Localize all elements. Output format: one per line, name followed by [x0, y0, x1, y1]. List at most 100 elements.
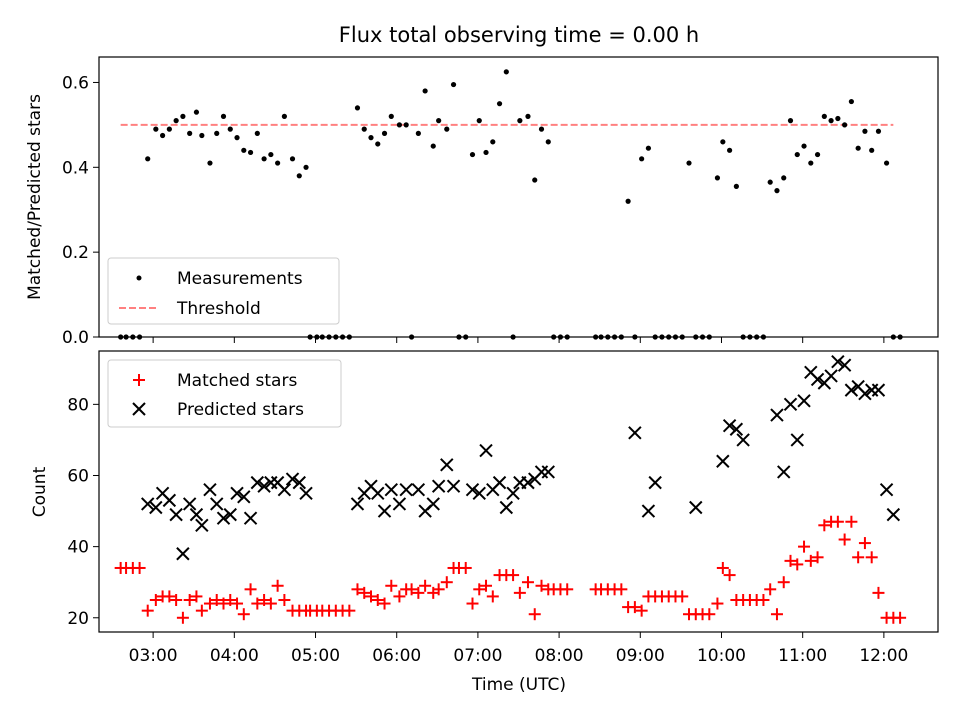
predicted-stars-point [169, 507, 183, 522]
bottom-y-tick-label: 40 [67, 538, 89, 558]
matched-stars-point [865, 551, 878, 564]
predicted-stars-point [384, 483, 399, 497]
predicted-stars-point [729, 422, 744, 436]
top-y-tick-label: 0.4 [62, 158, 89, 178]
matched-stars-point [351, 583, 364, 596]
matched-stars-point [251, 597, 264, 610]
predicted-stars-point [230, 486, 244, 500]
legend-measurements-marker [136, 275, 142, 281]
matched-stars-point [358, 586, 371, 599]
measurement-point [545, 139, 551, 145]
measurement-point [220, 113, 227, 119]
matched-stars-point [480, 579, 493, 592]
predicted-stars-point [777, 465, 791, 479]
x-tick-label: 11:00 [778, 646, 827, 666]
predicted-stars-point [299, 486, 313, 500]
matched-stars-point [224, 593, 237, 606]
predicted-stars-point [824, 369, 838, 383]
bottom-y-tick-label: 20 [67, 609, 89, 629]
measurement-point [814, 151, 821, 158]
predicted-stars-point [411, 483, 426, 497]
matched-stars-point [210, 593, 223, 606]
matched-stars-point [486, 590, 499, 603]
legend-threshold-label: Threshold [176, 299, 261, 319]
measurement-point [173, 118, 179, 124]
measurement-point [835, 115, 841, 122]
predicted-stars-point [399, 483, 413, 497]
measurement-point [821, 113, 827, 119]
measurement-point [180, 113, 186, 119]
matched-stars-point [190, 590, 203, 603]
measurement-point [199, 132, 205, 139]
measurement-point [207, 160, 213, 166]
matched-stars-point [378, 597, 391, 610]
bottom-y-tick-label: 60 [67, 466, 89, 486]
predicted-stars-point [472, 486, 486, 500]
matched-stars-point [894, 611, 907, 624]
matched-stars-point [278, 593, 291, 606]
matched-stars-point [133, 561, 146, 574]
predicted-stars-point [426, 497, 440, 511]
predicted-stars-point [797, 394, 811, 408]
predicted-stars-point [521, 475, 535, 490]
predicted-stars-point [722, 418, 737, 433]
matched-stars-point [385, 579, 398, 592]
matched-stars-point [264, 597, 277, 610]
matched-stars-point [393, 590, 406, 603]
measurement-point [727, 147, 733, 153]
measurement-point [532, 177, 538, 183]
matched-stars-point [845, 515, 858, 528]
measurement-point [808, 160, 814, 166]
measurement-point [801, 143, 807, 149]
matched-stars-point [872, 586, 885, 599]
measurement-point [241, 147, 247, 153]
bottom-y-axis-label: Count [30, 466, 50, 517]
measurement-point [153, 126, 159, 132]
measurement-point [842, 122, 848, 128]
predicted-stars-point [285, 472, 300, 486]
legend-predicted-marker [132, 402, 146, 416]
measurement-point [774, 188, 780, 194]
matched-stars-point [217, 597, 230, 610]
matched-stars-point [149, 593, 162, 606]
x-tick-label: 03:00 [129, 646, 178, 666]
predicted-stars-point [431, 479, 446, 493]
predicted-stars-point [176, 547, 190, 561]
matched-stars-point [716, 561, 729, 574]
bottom-y-axis: 20 40 60 80 [67, 395, 99, 629]
top-y-tick-label: 0.2 [62, 243, 89, 263]
x-tick-label: 05:00 [291, 646, 340, 666]
matched-stars-point [561, 583, 574, 596]
measurement-point [787, 118, 794, 124]
matched-stars-point [777, 576, 790, 589]
matched-stars-point [412, 586, 425, 599]
measurement-point [254, 130, 260, 136]
predicted-stars-point [195, 518, 209, 532]
measurement-point [444, 126, 450, 132]
matched-stars-point [371, 593, 384, 606]
matched-stars-point [507, 569, 520, 582]
predicted-stars-point [689, 500, 703, 515]
matched-stars-point [635, 604, 648, 617]
matched-stars-point [440, 576, 453, 589]
predicted-stars-point [257, 479, 271, 493]
legend-measurements-label: Measurements [177, 269, 303, 289]
measurement-point [476, 118, 482, 124]
measurement-point [227, 126, 233, 132]
predicted-stars-point [149, 500, 163, 515]
measurement-point [869, 147, 875, 153]
x-tick-label: 09:00 [616, 646, 665, 666]
measurement-point [247, 149, 254, 156]
predicted-stars-point [216, 511, 231, 525]
matched-stars-point [723, 569, 736, 582]
predicted-stars-point [446, 479, 461, 493]
measurement-point [388, 113, 394, 119]
measurement-point [883, 160, 890, 166]
predicted-stars-point [371, 486, 385, 500]
top-legend-box [107, 257, 340, 325]
predicted-stars-point [203, 483, 217, 497]
measurement-point [781, 175, 787, 181]
predicted-stars-point [237, 490, 251, 504]
predicted-stars-point [837, 358, 852, 372]
